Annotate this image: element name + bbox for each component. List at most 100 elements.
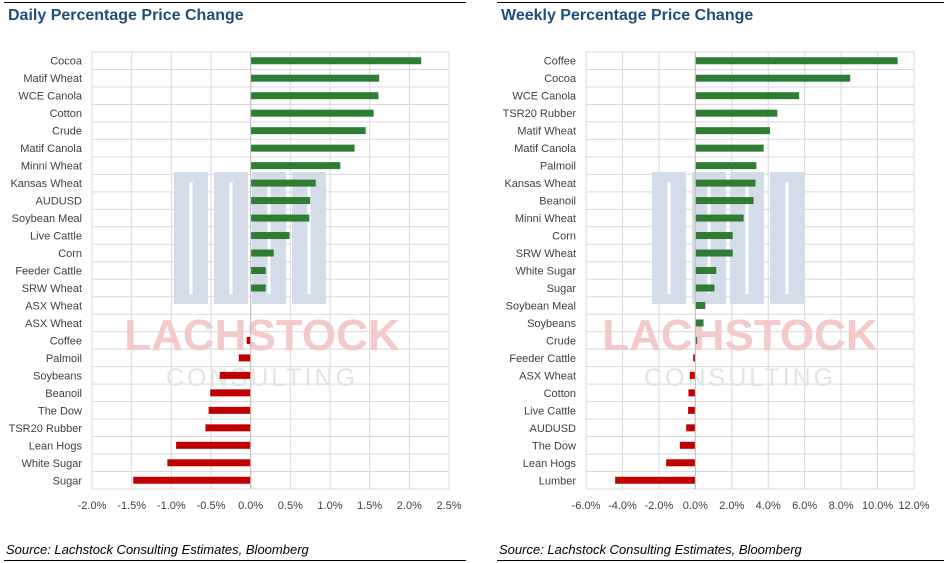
category-label: ASX Wheat [25, 300, 82, 312]
bar [615, 476, 696, 484]
category-label: Matif Wheat [517, 126, 576, 138]
bar [250, 214, 310, 222]
category-label: ASX Wheat [519, 370, 576, 382]
bar [695, 57, 898, 65]
category-label: Minni Wheat [21, 161, 82, 173]
plot-area [91, 51, 450, 490]
x-tick-label: 0.5% [278, 500, 303, 512]
watermark-brand: LACHSTOCK [602, 311, 878, 360]
x-tick-label: 0.0% [238, 500, 263, 512]
bar [666, 459, 696, 467]
x-tick-label: 8.0% [829, 500, 854, 512]
bar [246, 336, 251, 344]
category-label: Minni Wheat [515, 213, 576, 225]
bar [250, 162, 341, 170]
category-label: Corn [552, 231, 576, 243]
category-label: Kansas Wheat [10, 178, 82, 190]
bar [133, 476, 251, 484]
bar [250, 267, 266, 274]
watermark-sub: CONSULTING [644, 364, 836, 392]
watermark-brand: LACHSTOCK [124, 311, 400, 360]
bar [679, 441, 696, 449]
bar [695, 301, 706, 309]
category-label: Soybean Meal [12, 213, 82, 225]
plot-area [585, 51, 915, 490]
bar [250, 284, 266, 292]
bar [695, 232, 733, 240]
bar [250, 197, 311, 205]
x-tick-label: 4.0% [756, 500, 781, 512]
category-label: Corn [58, 248, 82, 260]
bar [695, 179, 756, 187]
bar [250, 179, 316, 187]
x-tick-label: 1.5% [357, 500, 382, 512]
category-label: Feeder Cattle [509, 353, 576, 365]
category-label: Palmoil [540, 161, 576, 173]
bar [695, 319, 704, 327]
category-label: Matif Canola [20, 143, 83, 155]
weekly-source-note: Source: Lachstock Consulting Estimates, … [499, 542, 802, 557]
category-label: Beanoil [45, 388, 82, 400]
bar [695, 74, 851, 82]
weekly-chart-title: Weekly Percentage Price Change [501, 7, 754, 24]
x-tick-label: 1.0% [317, 500, 342, 512]
bar [693, 354, 696, 362]
bar [219, 371, 251, 379]
bar [688, 389, 696, 397]
x-tick-label: -4.0% [608, 500, 637, 512]
bar [250, 249, 274, 257]
bar [695, 144, 764, 152]
category-label: Live Cattle [30, 231, 82, 243]
watermark: LACHSTOCK CONSULTING [124, 172, 400, 392]
bar [250, 57, 422, 65]
bar [686, 424, 696, 432]
x-tick-label: 10.0% [862, 500, 893, 512]
category-label: AUDUSD [36, 196, 83, 208]
category-label: Soybeans [33, 370, 82, 382]
bar [695, 92, 800, 100]
bar [689, 371, 696, 379]
category-label: Matif Canola [514, 143, 577, 155]
x-tick-label: -0.5% [197, 500, 226, 512]
bar [238, 354, 251, 362]
bottom-divider [497, 560, 944, 561]
bar [250, 144, 355, 152]
category-label: Soybean Meal [506, 300, 576, 312]
category-label: Matif Wheat [23, 73, 82, 85]
bar [695, 336, 698, 344]
bar [695, 284, 715, 292]
bar [210, 389, 251, 397]
bar [208, 406, 251, 414]
bar [695, 162, 757, 170]
category-label: Kansas Wheat [504, 178, 576, 190]
x-tick-label: -2.0% [78, 500, 107, 512]
category-label: White Sugar [515, 266, 576, 278]
daily-chart-panel: Daily Percentage Price Change -2.0% -1.5%… [0, 0, 470, 563]
bar [695, 249, 733, 257]
category-label: TSR20 Rubber [503, 108, 577, 120]
bar [250, 109, 374, 117]
category-label: SRW Wheat [22, 283, 82, 295]
category-label: Feeder Cattle [15, 266, 82, 278]
x-tick-label: 0.0% [683, 500, 708, 512]
category-label: Lean Hogs [29, 440, 83, 452]
bar [250, 74, 380, 82]
category-label: The Dow [532, 440, 576, 452]
bar [695, 214, 744, 222]
category-label: Beanoil [539, 196, 576, 208]
category-label: Live Cattle [524, 405, 576, 417]
bar [205, 424, 251, 432]
bar [695, 127, 771, 135]
x-tick-label: 2.0% [719, 500, 744, 512]
daily-source-note: Source: Lachstock Consulting Estimates, … [6, 542, 309, 557]
category-label: Lumber [539, 475, 577, 487]
bar [250, 232, 290, 240]
category-label: Cocoa [50, 56, 83, 68]
category-label: White Sugar [21, 458, 82, 470]
category-label: Crude [546, 335, 576, 347]
x-tick-label: -2.0% [645, 500, 674, 512]
category-label: Cotton [544, 388, 576, 400]
x-tick-label: -1.5% [117, 500, 146, 512]
category-label: Cocoa [544, 73, 577, 85]
bar [688, 406, 696, 414]
